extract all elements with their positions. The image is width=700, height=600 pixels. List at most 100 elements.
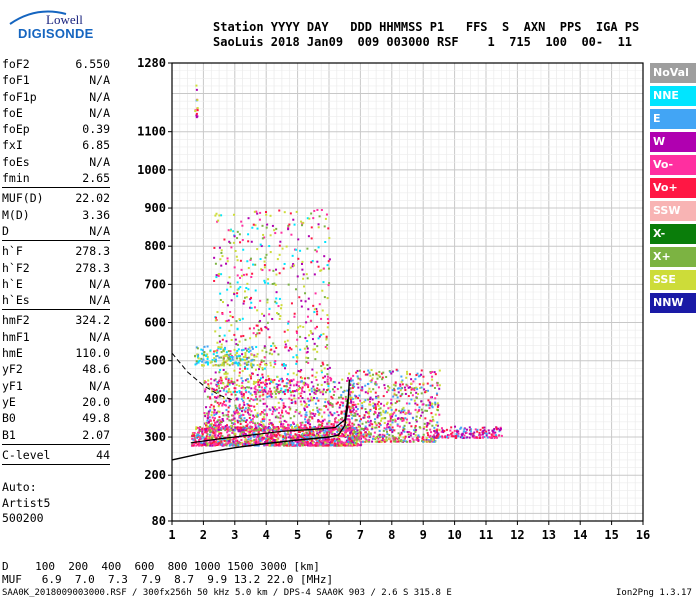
echo-point (414, 425, 417, 428)
echo-point (380, 372, 383, 375)
echo-point (199, 426, 202, 429)
legend-entry: NNE (650, 86, 696, 106)
echo-point (440, 430, 443, 433)
echo-point (314, 327, 317, 330)
echo-point (377, 404, 380, 407)
echo-point (364, 427, 367, 430)
echo-point (255, 210, 258, 213)
echo-point (406, 440, 409, 443)
echo-point (246, 260, 249, 263)
echo-point (228, 428, 231, 431)
echo-point (283, 330, 286, 333)
echo-point (306, 350, 309, 353)
echo-point (237, 364, 240, 367)
echo-point (344, 436, 347, 439)
echo-point (226, 413, 229, 416)
echo-point (233, 429, 236, 432)
echo-point (291, 425, 294, 428)
echo-point (300, 442, 303, 445)
echo-point (315, 438, 318, 441)
echo-point (273, 428, 276, 431)
echo-point (320, 440, 323, 443)
echo-point (230, 422, 233, 425)
echo-point (204, 428, 207, 431)
echo-point (215, 436, 218, 439)
echo-point (200, 348, 203, 351)
echo-point (391, 419, 394, 422)
footer-file-info: SAA0K_2018009003000.RSF / 300fx256h 50 k… (2, 588, 452, 598)
legend-entry: E (650, 109, 696, 129)
echo-point (275, 442, 278, 445)
y-tick-label: 300 (144, 430, 166, 444)
echo-point (292, 263, 295, 266)
echo-point (238, 318, 241, 321)
echo-point (195, 426, 198, 429)
echo-point (298, 388, 301, 391)
echo-point (302, 277, 305, 280)
echo-point (326, 373, 329, 376)
echo-point (313, 391, 316, 394)
echo-point (191, 442, 194, 445)
echo-point (285, 388, 288, 391)
echo-point (281, 409, 284, 412)
echo-point (367, 398, 370, 401)
echo-point (221, 418, 224, 421)
echo-point (411, 387, 414, 390)
echo-point (232, 414, 235, 417)
echo-point (326, 314, 329, 317)
echo-point (208, 429, 211, 432)
echo-point (263, 418, 266, 421)
echo-point (201, 349, 204, 352)
echo-point (310, 433, 313, 436)
echo-point (355, 434, 358, 437)
echo-point (310, 331, 313, 334)
echo-point (221, 444, 224, 447)
echo-point (204, 381, 207, 384)
echo-point (239, 364, 242, 367)
echo-point (229, 350, 232, 353)
echo-point (355, 441, 358, 444)
echo-point (250, 404, 253, 407)
echo-point (351, 422, 354, 425)
echo-point (352, 430, 355, 433)
echo-point (329, 444, 332, 447)
echo-point (276, 429, 279, 432)
echo-point (396, 400, 399, 403)
echo-point (393, 436, 396, 439)
echo-point (293, 436, 296, 439)
echo-point (349, 424, 352, 427)
echo-point (290, 380, 293, 383)
echo-point (333, 437, 336, 440)
echo-point (415, 386, 418, 389)
echo-point (261, 237, 264, 240)
echo-point (362, 435, 365, 438)
echo-point (278, 297, 281, 300)
echo-point (282, 423, 285, 426)
echo-point (268, 307, 271, 310)
echo-point (295, 362, 298, 365)
echo-point (230, 428, 233, 431)
echo-point (306, 405, 309, 408)
echo-point (248, 386, 251, 389)
echo-point (382, 429, 385, 432)
echo-point (328, 237, 331, 240)
echo-point (248, 346, 251, 349)
echo-point (342, 441, 345, 444)
echo-point (340, 394, 343, 397)
echo-point (281, 379, 284, 382)
echo-point (259, 399, 262, 402)
echo-point (354, 438, 357, 441)
echo-point (198, 439, 201, 442)
echo-point (311, 444, 314, 447)
echo-point (331, 432, 334, 435)
echo-point (195, 435, 198, 438)
echo-point (241, 358, 244, 361)
echo-point (251, 439, 254, 442)
echo-point (328, 425, 331, 428)
echo-point (203, 427, 206, 430)
echo-point (307, 357, 310, 360)
echo-point (275, 388, 278, 391)
echo-point (499, 427, 502, 430)
echo-point (248, 428, 251, 431)
echo-point (355, 410, 358, 413)
